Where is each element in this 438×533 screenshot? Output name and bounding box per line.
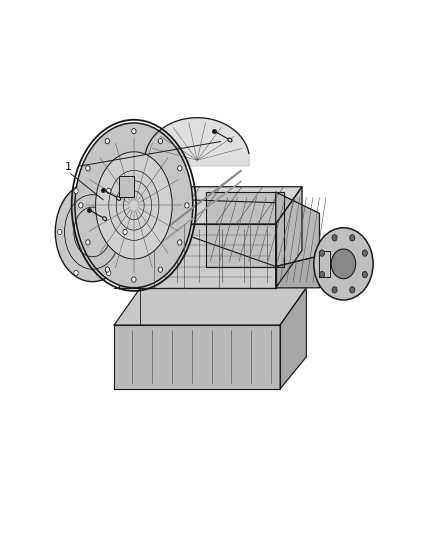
Polygon shape xyxy=(119,176,134,197)
Ellipse shape xyxy=(178,166,182,171)
Ellipse shape xyxy=(123,229,127,235)
Ellipse shape xyxy=(332,235,337,241)
Ellipse shape xyxy=(350,287,355,293)
Ellipse shape xyxy=(106,270,111,276)
Ellipse shape xyxy=(362,250,367,256)
Ellipse shape xyxy=(178,240,182,245)
Polygon shape xyxy=(114,325,280,389)
Polygon shape xyxy=(276,192,319,266)
Ellipse shape xyxy=(158,267,162,272)
Ellipse shape xyxy=(132,128,136,134)
Ellipse shape xyxy=(102,217,106,221)
Polygon shape xyxy=(280,288,306,389)
Ellipse shape xyxy=(105,139,110,144)
Ellipse shape xyxy=(362,271,367,278)
Text: 1: 1 xyxy=(65,161,72,172)
Polygon shape xyxy=(276,187,302,288)
Polygon shape xyxy=(206,192,285,266)
Ellipse shape xyxy=(105,267,110,272)
Ellipse shape xyxy=(55,182,130,281)
Polygon shape xyxy=(319,251,330,277)
Ellipse shape xyxy=(228,138,232,142)
Ellipse shape xyxy=(350,235,355,241)
Ellipse shape xyxy=(86,166,90,171)
Ellipse shape xyxy=(75,123,193,288)
Ellipse shape xyxy=(319,271,325,278)
Ellipse shape xyxy=(158,139,162,144)
Polygon shape xyxy=(114,288,306,325)
Ellipse shape xyxy=(79,203,83,208)
Ellipse shape xyxy=(332,287,337,293)
Ellipse shape xyxy=(74,270,78,276)
Ellipse shape xyxy=(117,197,120,200)
Ellipse shape xyxy=(319,250,325,256)
Ellipse shape xyxy=(74,188,78,193)
Polygon shape xyxy=(119,224,276,288)
Polygon shape xyxy=(119,187,302,224)
Ellipse shape xyxy=(185,203,189,208)
Ellipse shape xyxy=(95,152,172,259)
Ellipse shape xyxy=(86,240,90,245)
Ellipse shape xyxy=(331,249,356,279)
Ellipse shape xyxy=(314,228,373,300)
Ellipse shape xyxy=(106,188,111,193)
Polygon shape xyxy=(276,256,319,288)
Ellipse shape xyxy=(132,277,136,282)
Ellipse shape xyxy=(57,229,62,235)
